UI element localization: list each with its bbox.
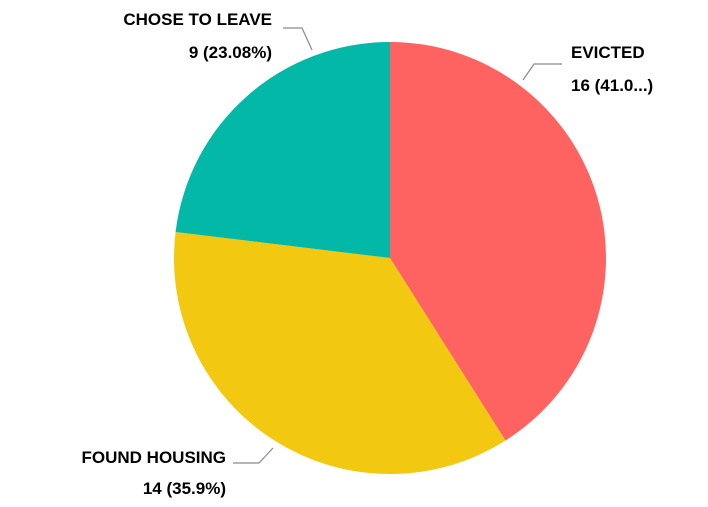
slice-value-chose-to-leave: 9 (23.08%) bbox=[189, 43, 272, 62]
leader-line-found-housing bbox=[233, 447, 274, 464]
slice-label-found-housing: FOUND HOUSING bbox=[82, 448, 227, 467]
slices-layer bbox=[173, 42, 606, 474]
pie-slice-chose-to-leave bbox=[175, 42, 390, 258]
slice-value-evicted: 16 (41.0...) bbox=[571, 76, 653, 95]
leader-line-evicted bbox=[522, 63, 562, 81]
leader-line-chose-to-leave bbox=[283, 27, 313, 51]
slice-value-found-housing: 14 (35.9%) bbox=[143, 479, 226, 498]
leader-lines bbox=[233, 27, 562, 464]
slice-label-evicted: EVICTED bbox=[571, 43, 645, 62]
pie-slice-found-housing bbox=[173, 231, 506, 474]
slice-labels: EVICTED 16 (41.0...) FOUND HOUSING 14 (3… bbox=[82, 10, 654, 498]
slice-label-chose-to-leave: CHOSE TO LEAVE bbox=[123, 10, 272, 29]
pie-slice-evicted bbox=[390, 42, 606, 441]
